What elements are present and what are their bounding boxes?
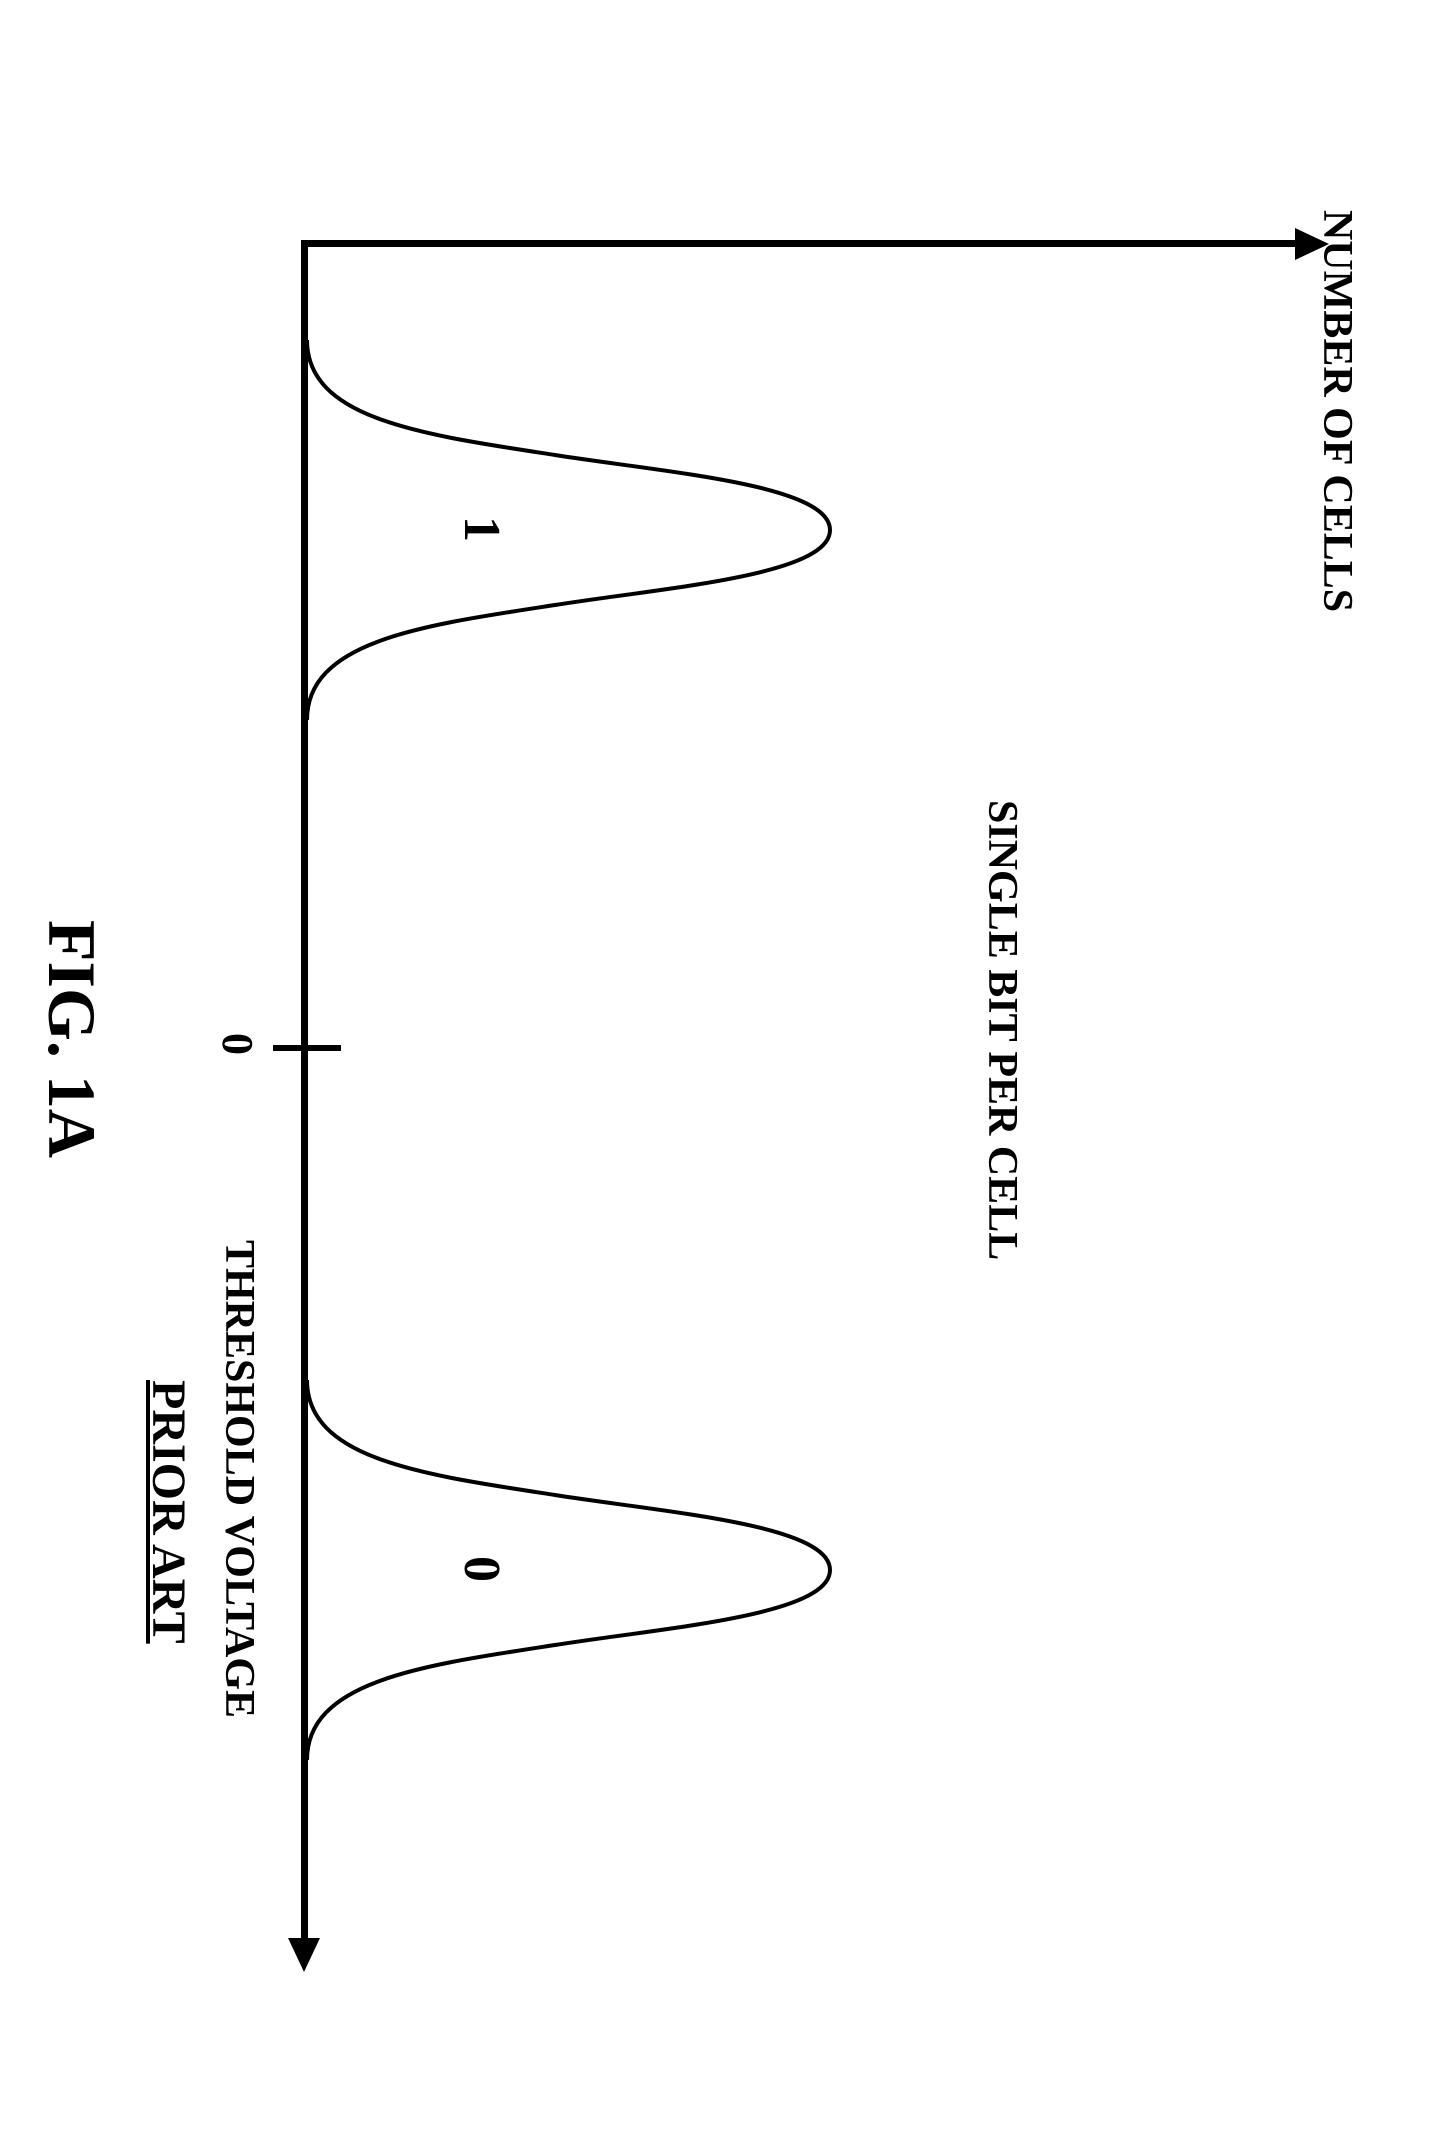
distribution-curve-1: [305, 330, 865, 730]
zero-tick: [273, 1045, 341, 1051]
x-axis-label: THRESHOLD VOLTAGE: [215, 1240, 263, 1718]
subtitle: PRIOR ART: [141, 1380, 196, 1644]
x-axis-arrow-icon: [288, 1938, 320, 1972]
chart-area: 0 1 0 NUMBER OF CELLS SINGLE BIT PER CEL…: [301, 240, 1301, 1940]
chart-title: SINGLE BIT PER CELL: [978, 800, 1026, 1260]
distribution-curve-0: [305, 1370, 865, 1770]
distribution-label-1: 1: [452, 516, 511, 542]
figure-label: FIG. 1A: [32, 920, 111, 1158]
y-axis: [301, 240, 1301, 247]
rotated-figure-container: 0 1 0 NUMBER OF CELLS SINGLE BIT PER CEL…: [0, 0, 1451, 2137]
distribution-label-0: 0: [452, 1556, 511, 1582]
zero-tick-label: 0: [212, 1033, 263, 1055]
y-axis-label: NUMBER OF CELLS: [1313, 210, 1361, 612]
